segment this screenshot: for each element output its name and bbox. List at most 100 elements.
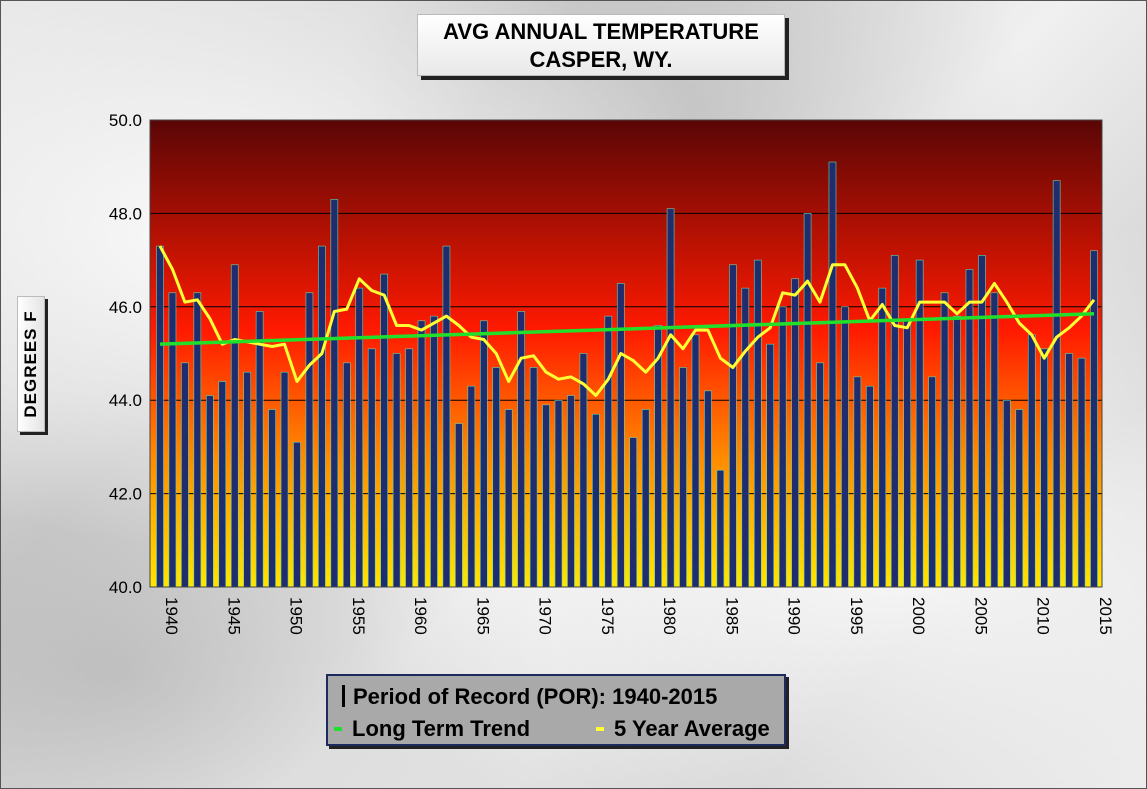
bar (392, 353, 401, 588)
bar (193, 292, 202, 588)
chart-title: AVG ANNUAL TEMPERATURE CASPER, WY. (417, 14, 785, 76)
bar (268, 409, 276, 588)
bar (430, 315, 438, 588)
bar (504, 409, 513, 588)
bar (230, 264, 239, 588)
long-term-trend-line (159, 312, 1095, 346)
x-tick-label: 2010 (1034, 597, 1053, 635)
bar (853, 376, 862, 588)
y-tick-label: 44.0 (109, 391, 142, 410)
x-tick-label: 2015 (1096, 597, 1115, 635)
x-tick-label: 1980 (660, 597, 679, 635)
line-series (158, 245, 1096, 397)
bar (218, 381, 227, 588)
x-tick-label: 1945 (224, 597, 243, 635)
y-tick-labels: 40.0 42.0 44.0 46.0 48.0 50.0 (109, 111, 142, 597)
bar (330, 199, 339, 588)
title-line-2: CASPER, WY. (529, 47, 673, 72)
bar (318, 245, 326, 588)
bar (890, 255, 899, 588)
x-tick-label: 2005 (971, 597, 990, 635)
x-tick-label: 2000 (909, 597, 928, 635)
bar (367, 348, 376, 588)
bar (542, 404, 550, 588)
bar (405, 348, 413, 588)
bar (741, 287, 750, 588)
bar (342, 362, 351, 588)
bar (1015, 409, 1024, 588)
bar (704, 390, 712, 588)
bar (940, 292, 949, 588)
bar (866, 385, 874, 588)
x-tick-label: 1995 (847, 597, 866, 635)
y-axis-label-box: DEGREES F (17, 296, 45, 432)
bar (978, 255, 986, 588)
bar (691, 334, 700, 588)
bar (604, 315, 613, 588)
bar (1077, 357, 1086, 588)
y-tick-label: 48.0 (109, 204, 142, 223)
bar (629, 437, 638, 588)
bar (716, 469, 725, 588)
bar (641, 409, 650, 588)
bar (442, 245, 451, 588)
bar (841, 306, 849, 588)
five-year-average-line (158, 245, 1096, 397)
bar (305, 292, 314, 588)
bar (206, 395, 214, 588)
avg-line-icon (596, 727, 604, 731)
x-tick-label: 1940 (162, 597, 181, 635)
bar (579, 353, 588, 588)
legend-trend: Long Term Trend (334, 716, 530, 741)
bar (554, 399, 563, 588)
x-tick-label: 1985 (722, 597, 741, 635)
bar (355, 287, 364, 588)
legend: Period of Record (POR): 1940-2015 Long T… (326, 674, 786, 746)
bar (953, 315, 961, 588)
bar (729, 264, 737, 588)
legend-por-label: Period of Record (POR): 1940-2015 (353, 684, 718, 709)
trend-line-icon (334, 727, 342, 731)
bar (168, 292, 177, 588)
bar (1027, 334, 1036, 588)
bar (492, 367, 501, 588)
bar (181, 362, 189, 588)
bar (1040, 348, 1048, 588)
bar (280, 371, 289, 588)
bar (417, 320, 426, 588)
y-tick-label: 50.0 (109, 111, 142, 130)
bar (592, 413, 600, 588)
bar (1003, 399, 1011, 588)
bar (479, 320, 488, 588)
y-tick-label: 40.0 (109, 578, 142, 597)
bar (255, 311, 264, 588)
legend-por: Period of Record (POR): 1940-2015 (342, 684, 717, 710)
bar (990, 292, 999, 588)
bar (1065, 353, 1073, 588)
bar (517, 311, 525, 588)
x-tick-label: 1960 (411, 597, 430, 635)
bar (766, 343, 775, 588)
bar (293, 441, 301, 588)
bar (778, 306, 787, 588)
bar (828, 161, 837, 588)
title-line-1: AVG ANNUAL TEMPERATURE (443, 19, 759, 44)
y-tick-label: 46.0 (109, 298, 142, 317)
y-tick-label: 42.0 (109, 485, 142, 504)
legend-avg-label: 5 Year Average (614, 716, 770, 741)
bar (878, 287, 887, 588)
bar (928, 376, 936, 588)
legend-trend-label: Long Term Trend (352, 716, 531, 741)
bar (467, 385, 476, 588)
x-tick-label: 1970 (536, 597, 555, 635)
bar (567, 395, 575, 588)
bar (243, 371, 251, 588)
plot-border (149, 119, 1103, 588)
y-axis-label: DEGREES F (21, 310, 40, 418)
bar-marker-icon (342, 685, 345, 707)
bar (816, 362, 824, 588)
x-tick-label: 1950 (287, 597, 306, 635)
bar (753, 259, 762, 588)
bar (679, 367, 687, 588)
